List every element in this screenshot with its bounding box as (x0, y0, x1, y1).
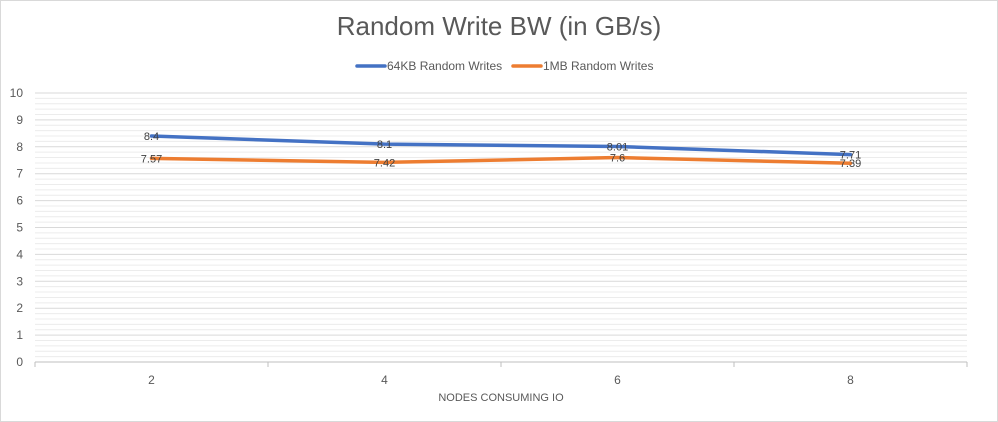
y-tick-label: 3 (16, 274, 23, 288)
chart-title: Random Write BW (in GB/s) (336, 11, 662, 41)
data-label: 8.1 (377, 139, 392, 151)
x-tick-label: 4 (381, 373, 388, 387)
y-tick-label: 1 (16, 328, 23, 342)
legend-label: 1MB Random Writes (543, 59, 653, 73)
legend: 64KB Random Writes 1MB Random Writes (355, 59, 653, 73)
data-label: 7.42 (374, 157, 395, 169)
y-tick-label: 9 (16, 113, 23, 127)
x-tick-label: 8 (847, 373, 854, 387)
y-tick-label: 5 (16, 221, 23, 235)
data-label: 7.39 (840, 158, 861, 170)
data-label: 7.71 (840, 150, 861, 162)
data-label: 8.01 (607, 142, 628, 154)
data-label: 8.4 (144, 131, 159, 143)
y-tick-label: 8 (16, 140, 23, 154)
data-label: 7.6 (610, 153, 625, 165)
y-tick-label: 10 (10, 86, 24, 100)
series-lines (149, 134, 853, 165)
legend-label: 64KB Random Writes (387, 59, 502, 73)
y-tick-label: 2 (16, 301, 23, 315)
series-line-1 (149, 134, 853, 157)
x-axis-ticks: 2 4 6 8 (34, 362, 968, 387)
y-tick-label: 7 (16, 167, 23, 181)
series-line-2 (149, 155, 853, 165)
y-tick-label: 6 (16, 194, 23, 208)
major-gridlines (35, 92, 967, 363)
y-tick-label: 4 (16, 247, 23, 261)
data-labels: 8.4 8.1 8.01 7.71 7.57 7.42 7.6 7.39 (141, 131, 861, 170)
minor-gridlines (35, 97, 967, 358)
x-tick-label: 6 (614, 373, 621, 387)
x-tick-label: 2 (148, 373, 155, 387)
y-axis-ticks: 0 1 2 3 4 5 6 7 8 9 10 (10, 86, 24, 369)
data-label: 7.57 (141, 153, 162, 165)
y-tick-label: 0 (16, 355, 23, 369)
x-axis-title: NODES CONSUMING IO (438, 392, 564, 404)
